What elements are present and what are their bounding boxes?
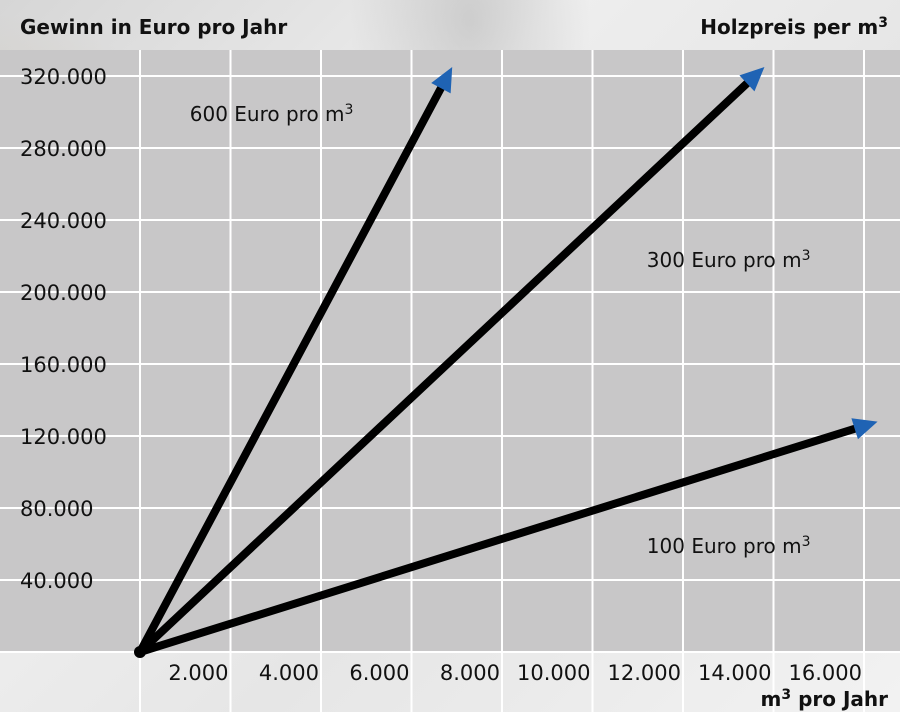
x-tick-label: 10.000 <box>517 661 590 685</box>
x-axis-label: m3 pro Jahr <box>761 687 889 711</box>
x-tick-label: 6.000 <box>349 661 409 685</box>
y-tick-label: 40.000 <box>20 569 93 593</box>
x-tick-label: 16.000 <box>789 661 862 685</box>
x-tick-label: 2.000 <box>168 661 228 685</box>
series-arrowhead <box>739 67 765 92</box>
x-tick-label: 12.000 <box>608 661 681 685</box>
origin-point <box>134 646 146 658</box>
series-line <box>136 82 446 656</box>
series-label: 300 Euro pro m3 <box>647 248 811 272</box>
y-tick-label: 320.000 <box>20 65 107 89</box>
series-arrowhead <box>851 418 878 440</box>
series-line <box>136 78 753 656</box>
y-tick-label: 160.000 <box>20 353 107 377</box>
series-label: 100 Euro pro m3 <box>647 534 811 558</box>
y-axis-label: Gewinn in Euro pro Jahr <box>20 15 287 39</box>
legend-title: Holzpreis per m3 <box>700 15 888 39</box>
y-tick-label: 280.000 <box>20 137 107 161</box>
series-label: 600 Euro pro m3 <box>190 102 354 126</box>
y-tick-label: 120.000 <box>20 425 107 449</box>
plot-area <box>0 50 900 652</box>
y-tick-label: 200.000 <box>20 281 107 305</box>
x-tick-label: 14.000 <box>698 661 771 685</box>
x-tick-label: 8.000 <box>440 661 500 685</box>
series-arrowhead <box>431 67 453 94</box>
series-line <box>136 424 861 656</box>
x-tick-label: 4.000 <box>259 661 319 685</box>
y-tick-label: 80.000 <box>20 497 93 521</box>
y-tick-label: 240.000 <box>20 209 107 233</box>
